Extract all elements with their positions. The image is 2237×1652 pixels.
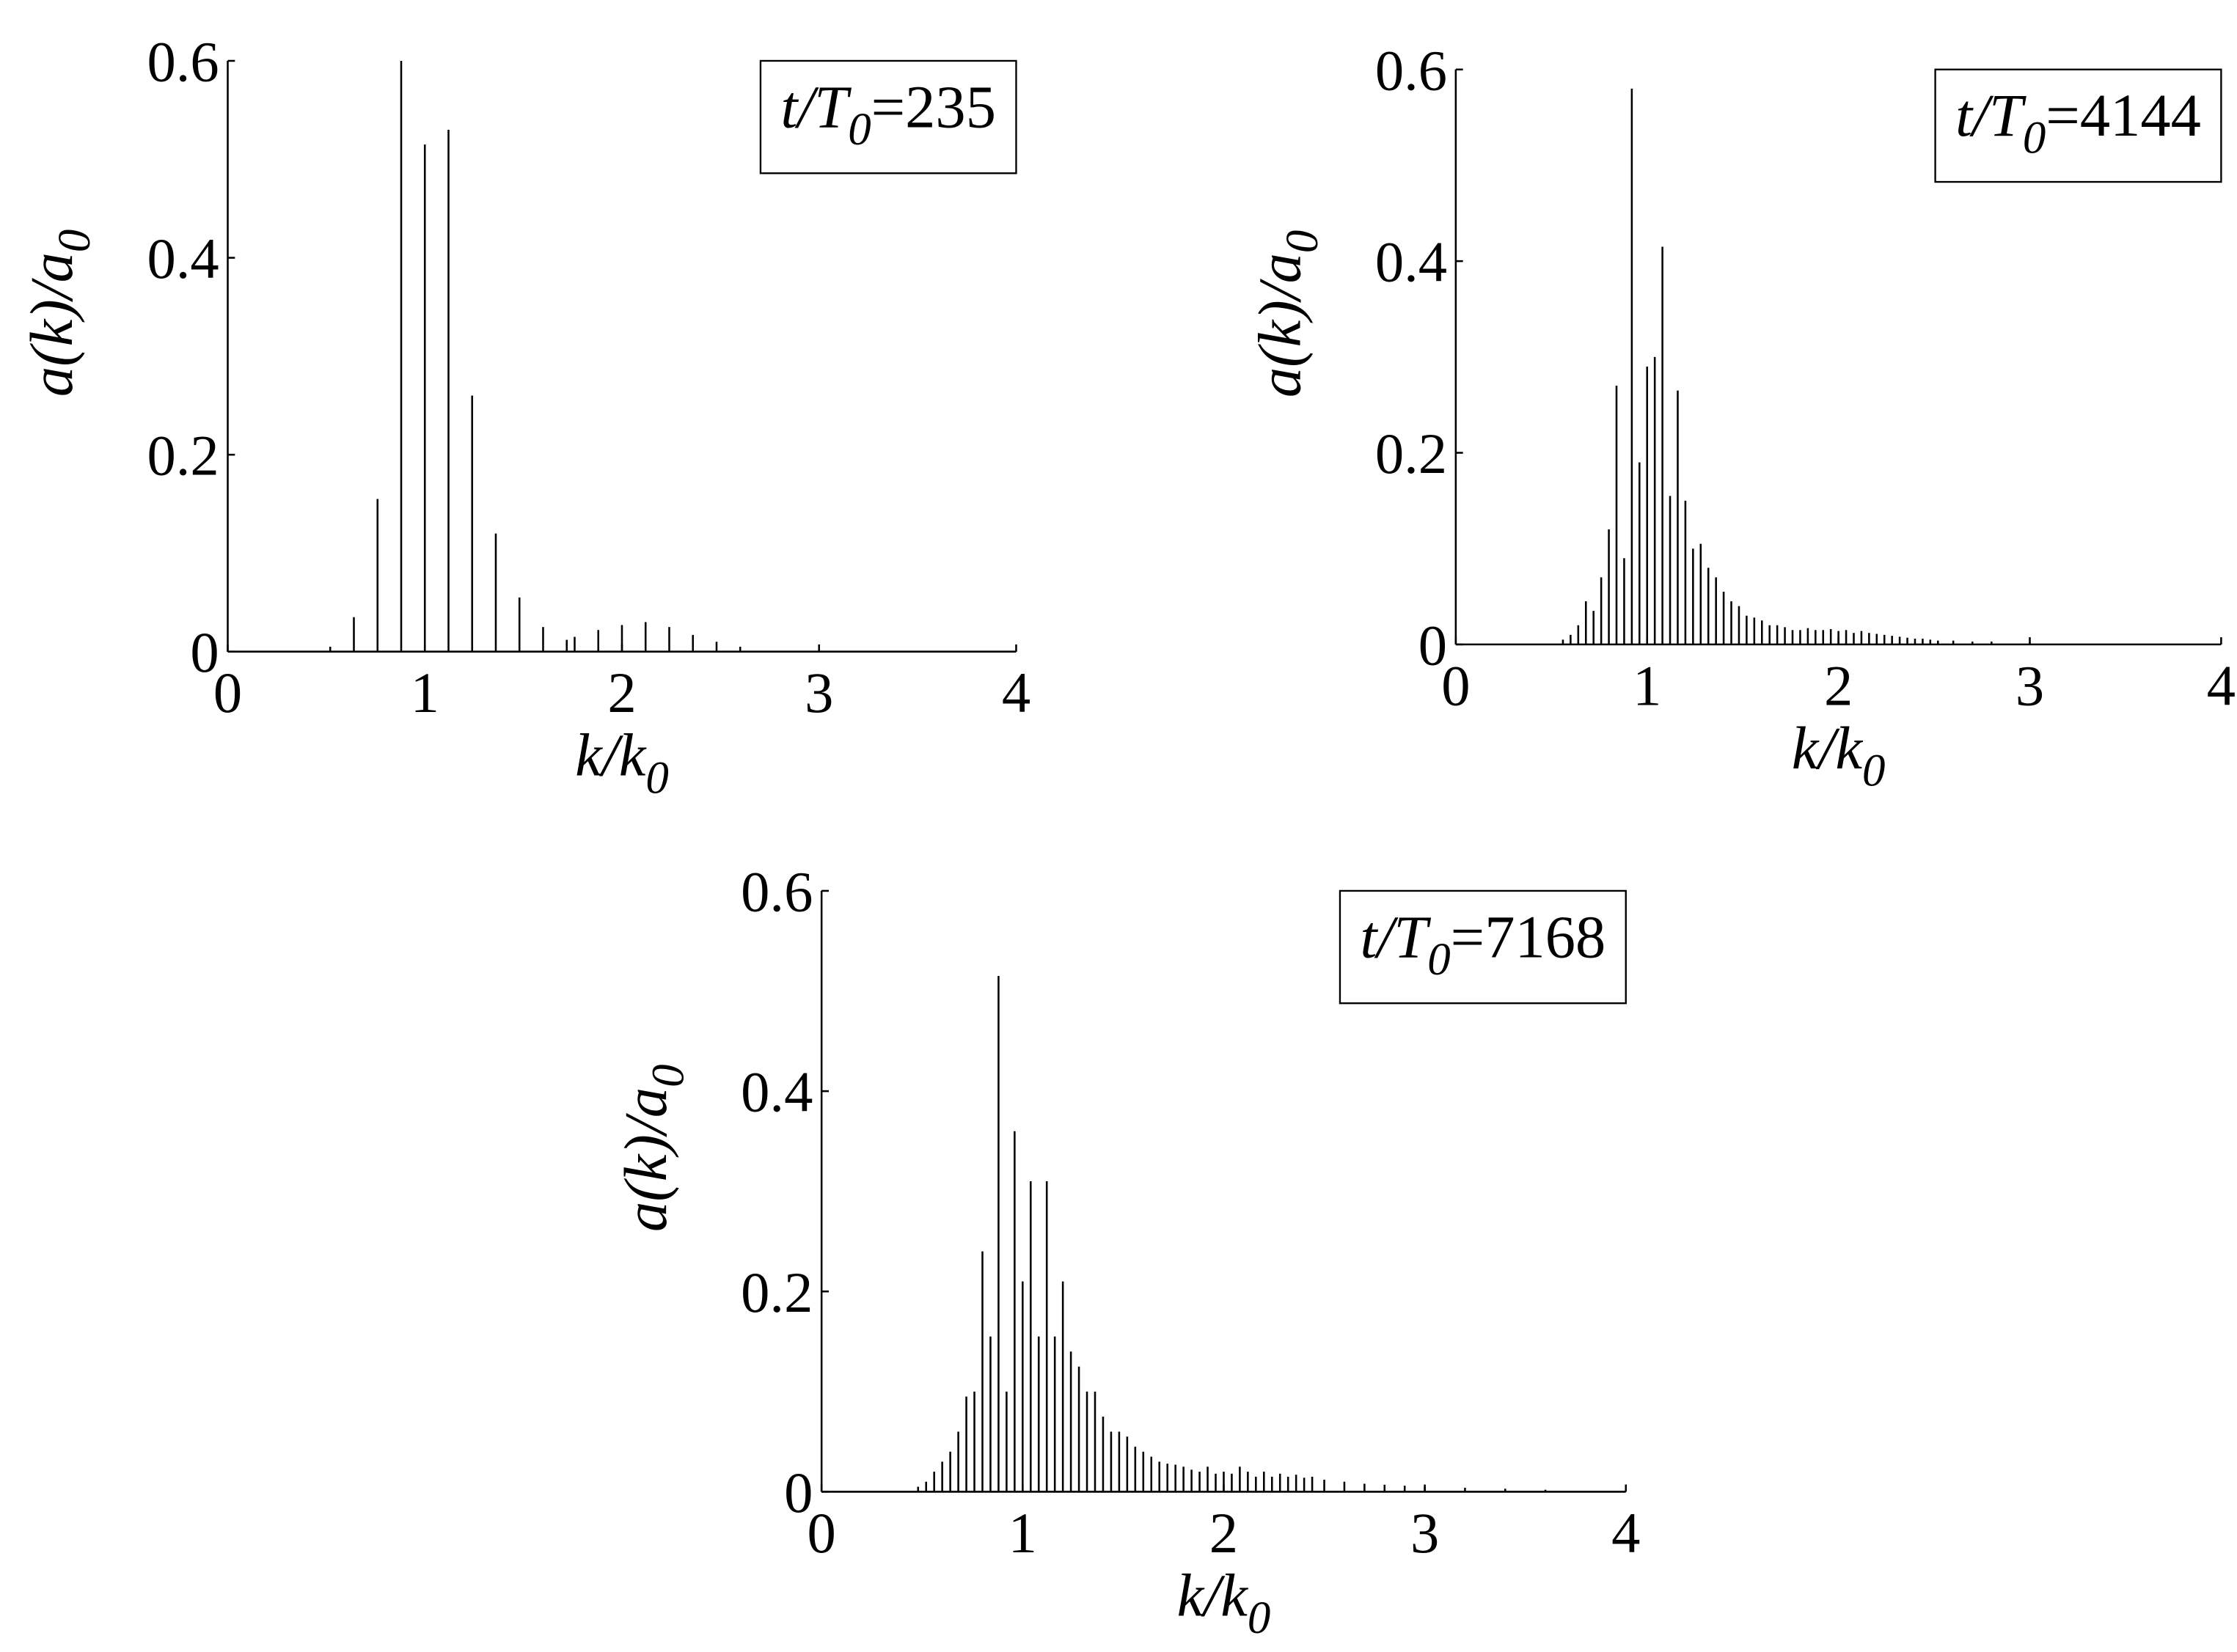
annotation-part: =4144 (2046, 81, 2201, 149)
annotation-part: 0 (2023, 112, 2046, 164)
annotation-part: =7168 (1451, 903, 1606, 970)
x-tick-label: 2 (1824, 654, 1853, 718)
x-tick-label: 1 (1633, 654, 1661, 718)
annotation: t/T0=7168 (1360, 903, 1606, 985)
x-axis-label: k/k0 (575, 722, 669, 804)
y-axis-label: a(k)/a0 (18, 230, 100, 397)
x-axis-label-part: 0 (1248, 1592, 1270, 1643)
annotation-box (759, 59, 1017, 175)
x-axis-label: k/k0 (1177, 1561, 1271, 1643)
y-tick-label: 0.4 (1375, 231, 1447, 295)
y-axis-label-part: 0 (642, 1064, 694, 1087)
x-tick-label: 4 (1611, 1502, 1640, 1565)
y-tick-label: 0.6 (147, 30, 219, 94)
annotation-part: 0 (848, 103, 871, 155)
annotation-box (1339, 889, 1627, 1005)
x-tick-label: 0 (213, 661, 242, 725)
annotation-part: t/T (1955, 81, 2027, 149)
y-axis-label-part: a(k)/a (612, 1087, 679, 1232)
y-tick-label: 0.6 (741, 860, 813, 924)
x-tick-label: 2 (1209, 1502, 1238, 1565)
annotation-part: t/T (1360, 903, 1431, 970)
x-tick-label: 4 (2207, 654, 2236, 718)
annotation-part: 0 (1427, 933, 1450, 985)
y-axis-label: a(k)/a0 (612, 1064, 694, 1231)
annotation-part: t/T (780, 73, 852, 140)
y-axis-label-part: 0 (48, 230, 100, 252)
y-tick-label: 0.2 (741, 1261, 813, 1325)
y-axis-label-part: a(k)/a (18, 252, 85, 397)
x-tick-label: 0 (808, 1502, 836, 1565)
panel: 00.20.40.60 1 2 3 4k/k0a(k)/a0t/T0=235 (18, 30, 1030, 803)
y-tick-label: 0.4 (741, 1061, 813, 1125)
y-axis-label-part: 0 (1276, 230, 1328, 253)
y-tick-label: 0 (784, 1461, 813, 1525)
x-axis-label-part: k/k (575, 722, 647, 789)
y-tick-label: 0 (1418, 614, 1447, 678)
x-tick-label: 4 (1002, 661, 1030, 725)
x-tick-label: 3 (2016, 654, 2044, 718)
x-axis-label-part: 0 (645, 752, 668, 803)
panel: 00.20.40.60 1 2 3 4k/k0a(k)/a0t/T0=4144 (1246, 39, 2236, 796)
x-axis-label: k/k0 (1792, 714, 1886, 796)
y-tick-label: 0.4 (147, 227, 219, 291)
annotation: t/T0=4144 (1955, 81, 2201, 164)
x-axis-label-part: k/k (1177, 1561, 1249, 1629)
x-tick-label: 1 (1008, 1502, 1037, 1565)
y-tick-label: 0.2 (147, 425, 219, 488)
x-axis-label-part: k/k (1792, 714, 1864, 782)
x-tick-label: 1 (411, 661, 439, 725)
y-axis-label-part: a(k)/a (1246, 253, 1314, 397)
x-tick-label: 3 (805, 661, 833, 725)
y-axis-label: a(k)/a0 (1246, 230, 1328, 397)
x-axis-label-part: 0 (1862, 744, 1885, 796)
y-tick-label: 0.6 (1375, 39, 1447, 103)
y-tick-label: 0 (190, 621, 219, 685)
annotation: t/T0=235 (780, 73, 996, 155)
annotation-part: =235 (871, 73, 996, 140)
x-tick-label: 3 (1410, 1502, 1439, 1565)
panel: 00.20.40.60 1 2 3 4k/k0a(k)/a0t/T0=7168 (612, 860, 1640, 1643)
x-tick-label: 0 (1441, 654, 1470, 718)
x-tick-label: 2 (607, 661, 636, 725)
y-tick-label: 0.2 (1375, 422, 1447, 486)
annotation-box (1934, 68, 2222, 183)
